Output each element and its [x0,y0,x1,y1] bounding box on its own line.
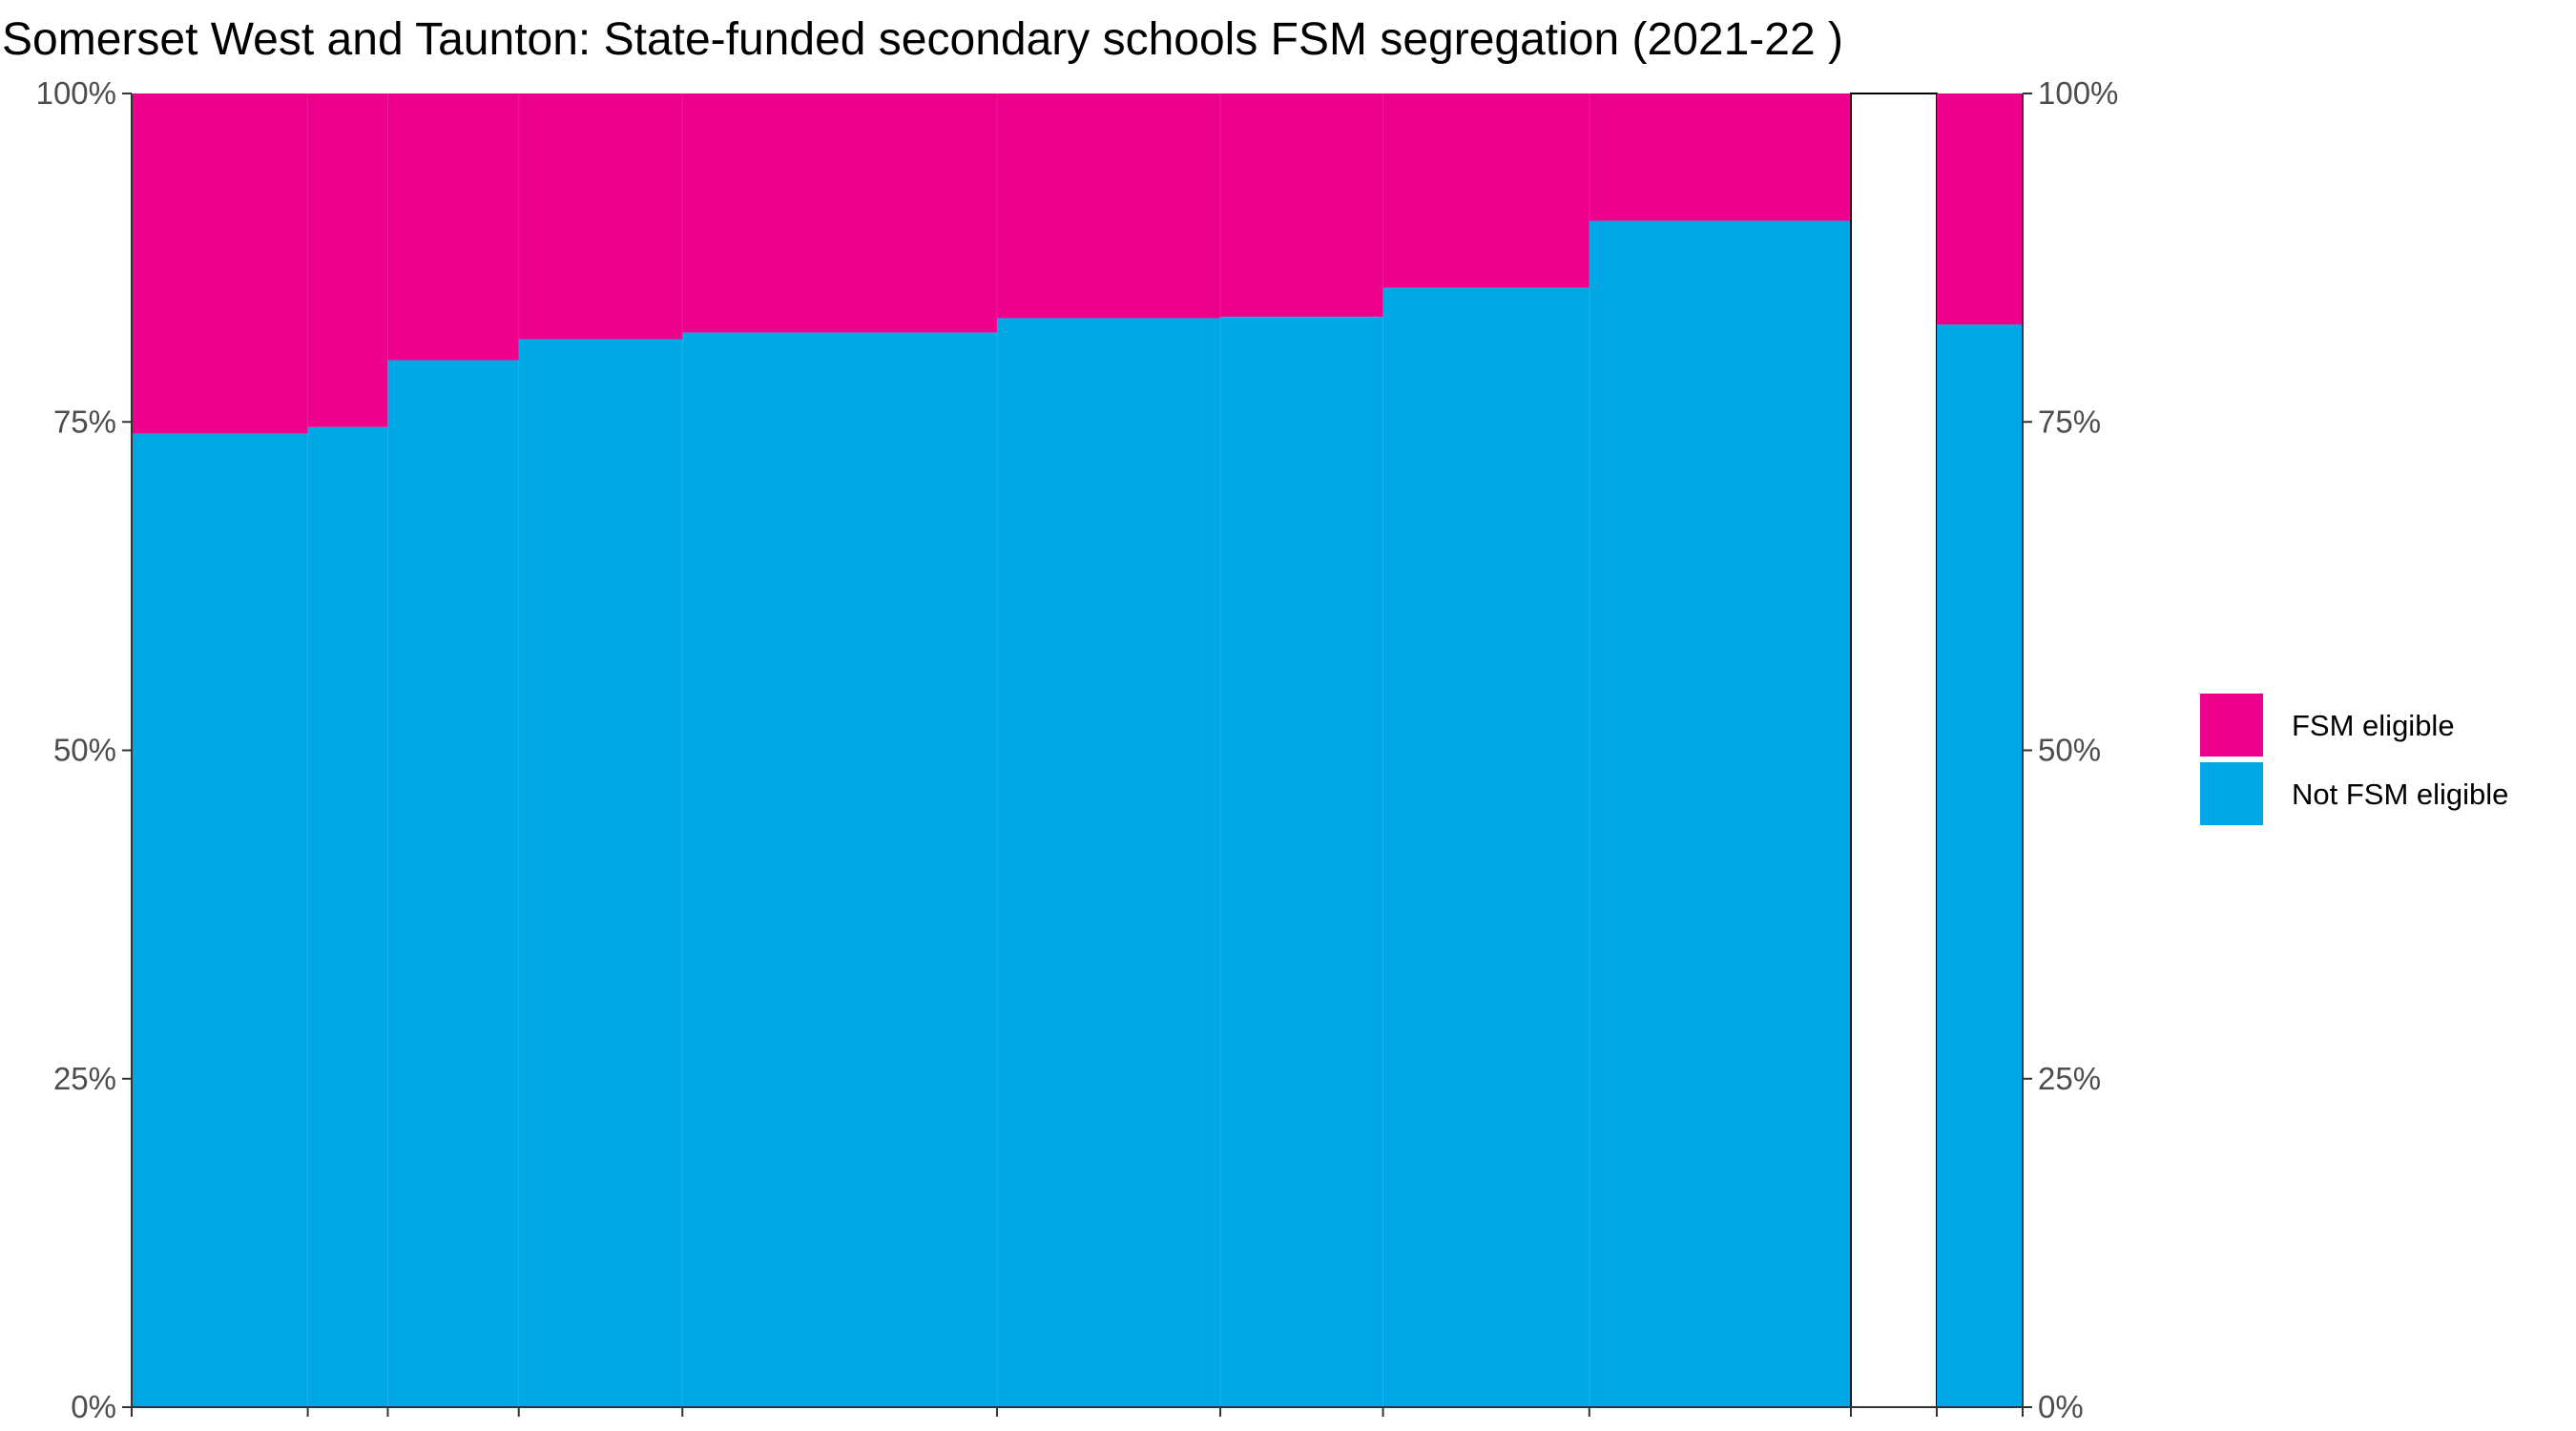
legend-label-not_fsm: Not FSM eligible [2292,778,2508,811]
y-tick-label-right: 25% [2038,1061,2101,1096]
bar-fsm-school-5 [682,93,998,333]
y-tick-label-right: 100% [2038,75,2118,111]
y-tick-label-left: 25% [53,1061,116,1096]
bar-not-fsm-overall [1937,324,2023,1407]
bar-not-fsm-school-9 [1589,220,1852,1408]
y-tick-label-left: 50% [53,733,116,768]
y-tick-label-left: 100% [36,75,116,111]
bar-not-fsm-school-6 [997,318,1221,1407]
y-tick-label-right: 0% [2038,1389,2084,1424]
y-tick-label-right: 50% [2038,733,2101,768]
bar-not-fsm-school-7 [1220,317,1384,1408]
legend-label-fsm: FSM eligible [2292,709,2455,742]
axes-layer: 0% 0% 25% 25% 50% 50% 75% 75% 100% 100% [36,75,2119,1424]
legend-swatch-not_fsm [2200,762,2263,825]
bar-fsm-school-1 [132,93,309,434]
bar-fsm-school-2 [307,93,388,427]
bar-not-fsm-school-8 [1382,287,1590,1407]
y-tick-label-left: 75% [53,404,116,439]
y-tick-label-right: 75% [2038,404,2101,439]
bar-fsm-school-6 [997,93,1221,319]
legend: FSM eligible Not FSM eligible [2200,694,2508,825]
legend-swatch-fsm [2200,694,2263,757]
bar-fsm-overall [1937,93,2023,325]
bars-layer [132,93,2023,1408]
bar-not-fsm-school-5 [682,332,998,1407]
bar-fsm-school-8 [1382,93,1590,288]
chart-title: Somerset West and Taunton: State-funded … [2,14,1843,65]
bar-not-fsm-school-3 [387,360,520,1407]
bar-fsm-school-9 [1589,93,1852,221]
gap-divider [1850,93,1938,1408]
bar-not-fsm-school-2 [307,426,388,1407]
bar-not-fsm-school-1 [132,433,309,1407]
bar-fsm-school-7 [1220,93,1384,318]
bar-fsm-school-3 [387,93,520,361]
bar-not-fsm-school-4 [518,339,683,1407]
bar-fsm-school-4 [518,93,683,340]
y-tick-label-left: 0% [71,1389,116,1424]
